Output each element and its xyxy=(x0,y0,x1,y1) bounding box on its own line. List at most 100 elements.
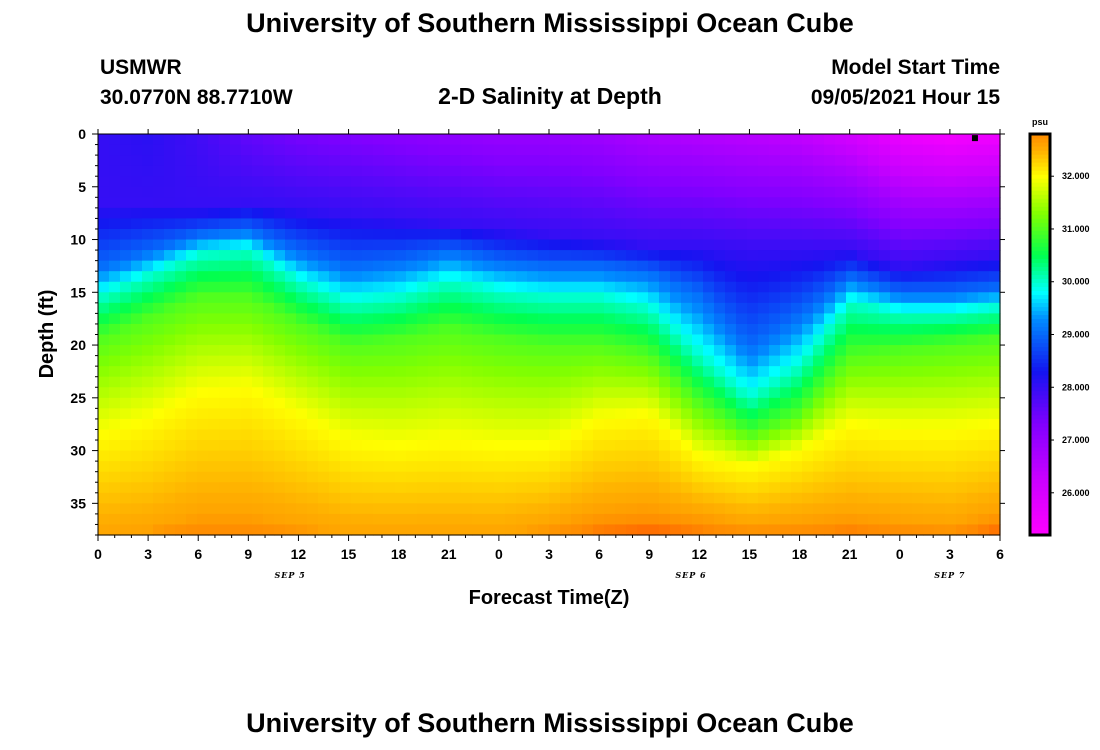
heatmap-cell xyxy=(340,260,352,272)
heatmap-cell xyxy=(868,524,880,536)
colorbar-segment xyxy=(1030,290,1050,295)
heatmap-cell xyxy=(681,144,693,156)
heatmap-cell xyxy=(615,513,627,526)
heatmap-cell xyxy=(450,503,462,515)
heatmap-cell xyxy=(428,524,440,536)
heatmap-cell xyxy=(967,228,979,241)
colorbar-segment xyxy=(1030,410,1050,416)
heatmap-cell xyxy=(208,176,220,188)
heatmap-cell xyxy=(670,207,682,220)
heatmap-cell xyxy=(582,471,594,483)
marker-layer xyxy=(971,135,978,142)
heatmap-cell xyxy=(703,292,715,304)
heatmap-cell xyxy=(868,513,880,526)
colorbar-segment xyxy=(1030,514,1050,520)
heatmap-cell xyxy=(164,376,176,388)
heatmap-cell xyxy=(274,155,286,167)
heatmap-cell xyxy=(835,218,847,230)
heatmap-cell xyxy=(967,334,979,346)
heatmap-cell xyxy=(989,197,1001,209)
heatmap-cell xyxy=(351,197,363,209)
heatmap-cell xyxy=(538,408,550,420)
heatmap-cell xyxy=(164,176,176,188)
heatmap-cell xyxy=(384,461,396,473)
heatmap-cell xyxy=(241,323,253,336)
heatmap-cell xyxy=(626,355,638,367)
colorbar-segment xyxy=(1030,518,1050,524)
heatmap-cell xyxy=(604,450,616,462)
heatmap-cell xyxy=(956,482,968,494)
heatmap-cell xyxy=(835,376,847,388)
heatmap-cell xyxy=(604,440,616,452)
heatmap-cell xyxy=(571,165,583,177)
heatmap-cell xyxy=(857,271,869,283)
heatmap-cell xyxy=(362,302,374,314)
heatmap-cell xyxy=(714,144,726,156)
heatmap-cell xyxy=(901,429,913,441)
heatmap-cell xyxy=(483,271,495,283)
heatmap-cell xyxy=(483,228,495,241)
heatmap-cell xyxy=(505,461,517,473)
heatmap-cell xyxy=(406,429,418,441)
heatmap-cell xyxy=(241,176,253,188)
heatmap-cell xyxy=(824,176,836,188)
heatmap-cell xyxy=(714,387,726,399)
heatmap-cell xyxy=(428,271,440,283)
heatmap-cell xyxy=(505,492,517,504)
heatmap-cell xyxy=(571,418,583,431)
heatmap-cell xyxy=(472,503,484,515)
heatmap-cell xyxy=(362,250,374,262)
heatmap-cell xyxy=(692,408,704,420)
heatmap-cell xyxy=(362,503,374,515)
heatmap-cell xyxy=(791,397,803,409)
heatmap-cell xyxy=(747,271,759,283)
heatmap-cell xyxy=(956,366,968,378)
heatmap-cell xyxy=(989,239,1001,251)
heatmap-cell xyxy=(648,524,660,536)
heatmap-cell xyxy=(703,228,715,241)
heatmap-cell xyxy=(725,513,737,526)
heatmap-cell xyxy=(428,503,440,515)
heatmap-cell xyxy=(362,271,374,283)
y-tick-label: 5 xyxy=(78,179,86,195)
heatmap-cell xyxy=(780,450,792,462)
heatmap-cell xyxy=(120,144,132,156)
heatmap-cell xyxy=(648,176,660,188)
heatmap-cell xyxy=(989,355,1001,367)
heatmap-cell xyxy=(461,429,473,441)
heatmap-cell xyxy=(736,482,748,494)
heatmap-cell xyxy=(648,461,660,473)
heatmap-cell xyxy=(868,155,880,167)
heatmap-cell xyxy=(989,186,1001,198)
heatmap-cell xyxy=(560,471,572,483)
heatmap-cell xyxy=(428,239,440,251)
heatmap-cell xyxy=(967,461,979,473)
heatmap-cell xyxy=(318,471,330,483)
heatmap-cell xyxy=(582,366,594,378)
heatmap-cell xyxy=(307,471,319,483)
heatmap-cell xyxy=(527,165,539,177)
heatmap-cell xyxy=(681,239,693,251)
heatmap-cell xyxy=(934,186,946,198)
heatmap-cell xyxy=(692,281,704,293)
heatmap-cell xyxy=(549,524,561,536)
heatmap-cell xyxy=(263,366,275,378)
heatmap-cell xyxy=(450,239,462,251)
heatmap-cell xyxy=(175,471,187,483)
heatmap-cell xyxy=(439,144,451,156)
heatmap-cell xyxy=(505,260,517,272)
heatmap-cell xyxy=(670,345,682,357)
heatmap-cell xyxy=(307,239,319,251)
heatmap-cell xyxy=(219,513,231,526)
colorbar-segment xyxy=(1030,422,1050,428)
heatmap-cell xyxy=(285,323,297,336)
heatmap-cell xyxy=(901,408,913,420)
heatmap-cell xyxy=(857,218,869,230)
heatmap-cell xyxy=(791,513,803,526)
heatmap-cell xyxy=(835,397,847,409)
heatmap-cell xyxy=(241,408,253,420)
heatmap-cell xyxy=(703,524,715,536)
heatmap-cell xyxy=(285,429,297,441)
heatmap-cell xyxy=(692,134,704,146)
heatmap-cell xyxy=(912,165,924,177)
